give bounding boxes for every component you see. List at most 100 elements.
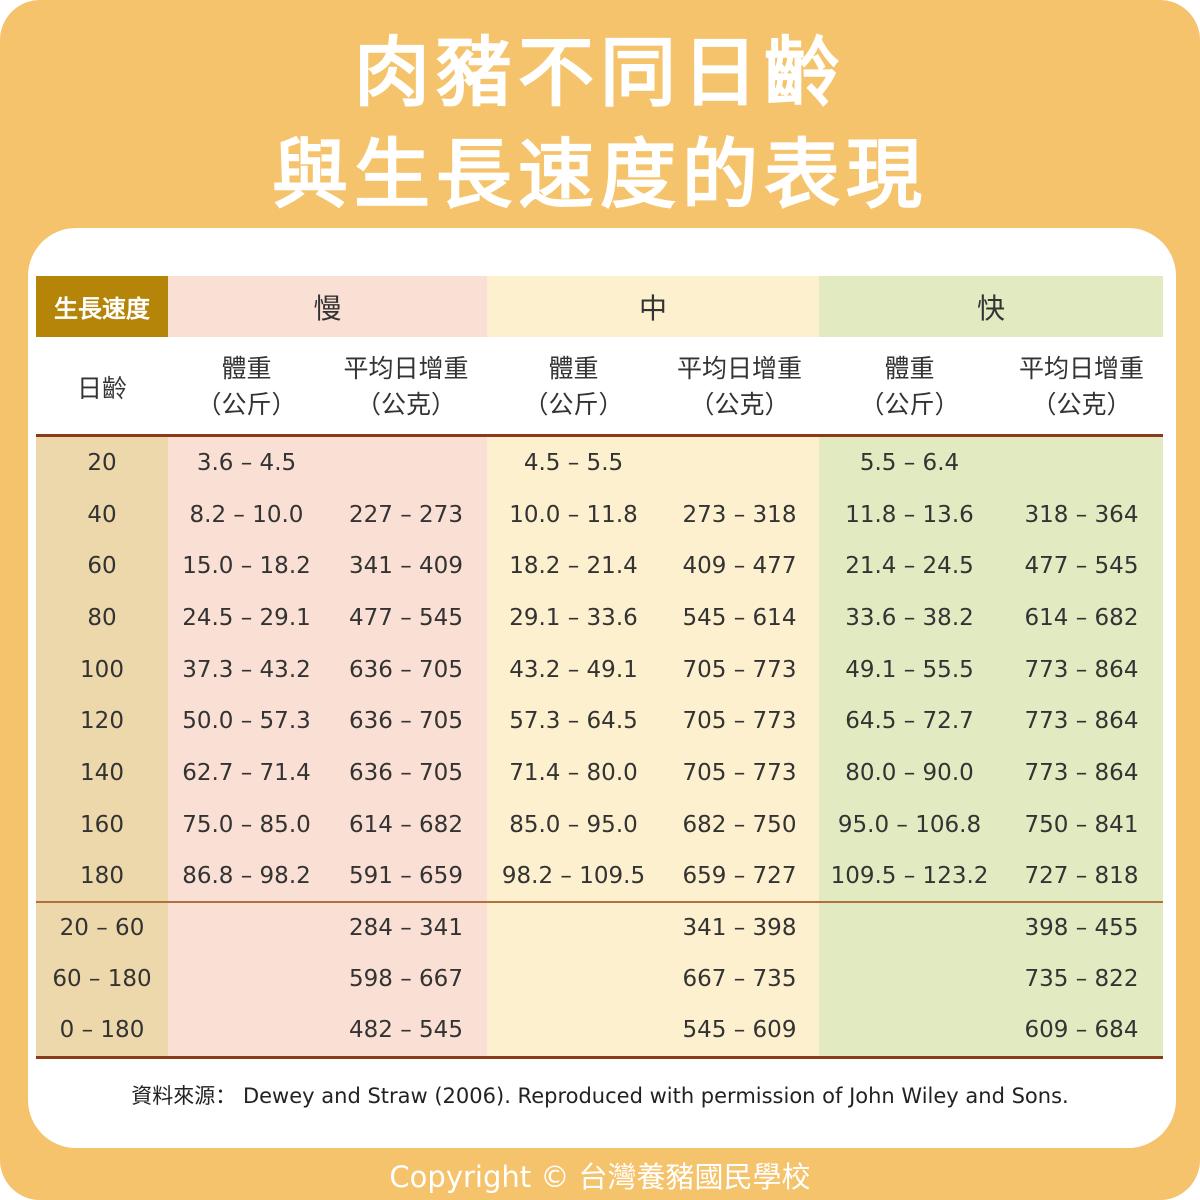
fast-column-bg xyxy=(819,437,1163,1056)
table-cell: 318 – 364 xyxy=(1024,501,1139,528)
table-cell: 614 – 682 xyxy=(1024,604,1139,631)
table-cell xyxy=(819,902,1000,953)
table-cell: 614 – 682 xyxy=(349,811,463,838)
title-line-1: 肉豬不同日齡 xyxy=(354,28,846,117)
age-cell: 140 xyxy=(80,760,124,787)
header-medium-bg xyxy=(487,276,819,337)
table-cell: 75.0 – 85.0 xyxy=(182,811,311,838)
table-cell: 43.2 – 49.1 xyxy=(509,656,638,683)
table-cell: 341 – 398 xyxy=(682,914,797,941)
table-cell: 545 – 609 xyxy=(682,1017,797,1044)
table-cell xyxy=(168,902,325,953)
age-header: 日齡 xyxy=(76,374,127,403)
age-cell: 120 xyxy=(80,708,124,735)
table-cell: 735 – 822 xyxy=(1024,966,1139,993)
table-cell: 409 – 477 xyxy=(682,553,797,580)
header-fast-bg xyxy=(819,276,1163,337)
table-cell xyxy=(819,1005,1000,1056)
weight-header-fast-line2: （公斤） xyxy=(859,390,960,419)
table-cell: 773 – 864 xyxy=(1024,656,1139,683)
table-cell: 636 – 705 xyxy=(349,708,463,735)
table-cell xyxy=(487,1005,660,1056)
group-label-fast: 快 xyxy=(976,291,1005,325)
table-cell: 18.2 – 21.4 xyxy=(509,553,638,580)
table-cell: 37.3 – 43.2 xyxy=(182,656,311,683)
weight-header-fast-line1: 體重 xyxy=(884,354,935,383)
table-cell xyxy=(168,954,325,1005)
table-cell: 284 – 341 xyxy=(349,914,463,941)
table-cell: 11.8 – 13.6 xyxy=(845,501,974,528)
gain-header-slow-line2: （公克） xyxy=(355,390,456,419)
age-cell: 100 xyxy=(80,656,124,683)
table-cell: 85.0 – 95.0 xyxy=(509,811,638,838)
gain-header-medium-line2: （公克） xyxy=(689,390,790,419)
age-cell: 20 xyxy=(87,449,117,476)
table-cell: 477 – 545 xyxy=(349,604,463,631)
weight-header-slow: 體重 （公斤） xyxy=(168,337,325,437)
table-cell: 62.7 – 71.4 xyxy=(182,760,311,787)
table-cell: 750 – 841 xyxy=(1024,811,1139,838)
age-range-cell: 0 – 180 xyxy=(59,1017,145,1044)
table-cell: 10.0 – 11.8 xyxy=(509,501,638,528)
table-cell: 482 – 545 xyxy=(349,1017,463,1044)
age-cell: 160 xyxy=(80,811,124,838)
gain-header-slow: 平均日增重 （公克） xyxy=(325,337,487,437)
table-cell: 57.3 – 64.5 xyxy=(509,708,638,735)
weight-header-slow-line1: 體重 xyxy=(221,354,272,383)
table-cell: 727 – 818 xyxy=(1024,863,1139,890)
table-cell: 273 – 318 xyxy=(682,501,797,528)
title-line-2: 與生長速度的表現 xyxy=(272,130,928,219)
weight-header-fast: 體重 （公斤） xyxy=(819,337,1000,437)
table-cell: 71.4 – 80.0 xyxy=(509,760,638,787)
gain-header-fast: 平均日增重 （公克） xyxy=(1000,337,1163,437)
table-cell: 3.6 – 4.5 xyxy=(196,449,297,476)
age-cell: 180 xyxy=(80,863,124,890)
header-slow-bg xyxy=(168,276,487,337)
gain-header-medium-line1: 平均日增重 xyxy=(676,354,802,383)
table-cell: 24.5 – 29.1 xyxy=(182,604,311,631)
header-rule xyxy=(36,434,1163,437)
table-cell: 659 – 727 xyxy=(682,863,797,890)
table-cell: 609 – 684 xyxy=(1024,1017,1139,1044)
table-cell: 591 – 659 xyxy=(349,863,463,890)
table-cell xyxy=(1000,437,1163,489)
table-cell: 49.1 – 55.5 xyxy=(845,656,974,683)
table-cell: 33.6 – 38.2 xyxy=(845,604,974,631)
age-cell: 60 xyxy=(87,553,117,580)
table-cell: 773 – 864 xyxy=(1024,760,1139,787)
table-cell xyxy=(168,1005,325,1056)
table-cell: 15.0 – 18.2 xyxy=(182,553,311,580)
age-range-cell: 60 – 180 xyxy=(52,966,152,993)
table-cell: 50.0 – 57.3 xyxy=(182,708,311,735)
medium-column-bg xyxy=(487,437,819,1056)
table-cell: 667 – 735 xyxy=(682,966,797,993)
table-cell: 598 – 667 xyxy=(349,966,463,993)
table-cell: 8.2 – 10.0 xyxy=(189,501,304,528)
table-cell: 227 – 273 xyxy=(349,501,463,528)
weight-header-medium-line2: （公斤） xyxy=(523,390,624,419)
table-cell: 5.5 – 6.4 xyxy=(859,449,960,476)
source-note: 資料來源： Dewey and Straw (2006). Reproduced… xyxy=(131,1084,1069,1108)
gain-header-medium: 平均日增重 （公克） xyxy=(660,337,819,437)
weight-header-slow-line2: （公斤） xyxy=(196,390,297,419)
table-cell: 636 – 705 xyxy=(349,656,463,683)
age-range-cell: 20 – 60 xyxy=(59,914,145,941)
weight-header-medium: 體重 （公斤） xyxy=(487,337,660,437)
table-cell: 21.4 – 24.5 xyxy=(845,553,974,580)
gain-header-slow-line1: 平均日增重 xyxy=(343,354,469,383)
table-cell: 80.0 – 90.0 xyxy=(845,760,974,787)
gain-header-fast-line1: 平均日增重 xyxy=(1018,354,1144,383)
age-column-bg xyxy=(36,437,168,1056)
table-cell: 86.8 – 98.2 xyxy=(182,863,311,890)
growth-rate-badge: 生長速度 xyxy=(54,295,150,323)
table-cell xyxy=(487,954,660,1005)
table-cell: 705 – 773 xyxy=(682,656,797,683)
weight-header-medium-line1: 體重 xyxy=(548,354,599,383)
table-cell: 682 – 750 xyxy=(682,811,797,838)
table-cell: 705 – 773 xyxy=(682,760,797,787)
age-cell: 80 xyxy=(87,604,117,631)
table-cell: 341 – 409 xyxy=(349,553,463,580)
summary-divider xyxy=(36,901,1163,904)
table-cell xyxy=(325,437,487,489)
